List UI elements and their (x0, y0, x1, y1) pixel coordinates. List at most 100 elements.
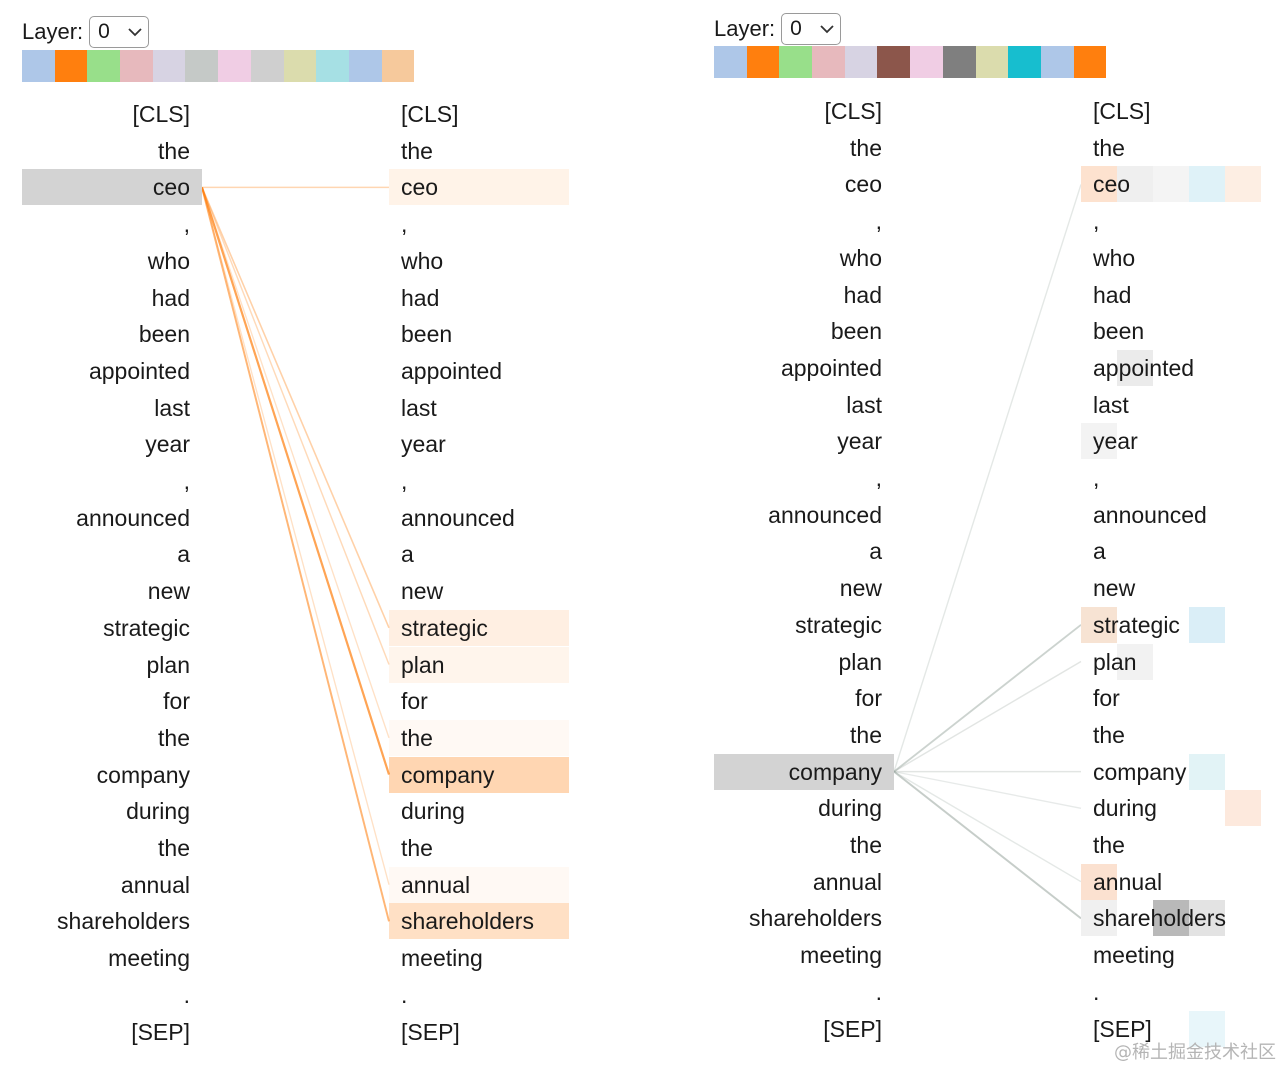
target-token[interactable]: annual (1093, 868, 1163, 895)
target-token[interactable]: shareholders (1093, 905, 1226, 932)
target-token[interactable]: ceo (1093, 171, 1131, 198)
target-token[interactable]: strategic (1093, 611, 1180, 638)
target-token[interactable]: . (1093, 978, 1100, 1005)
target-token[interactable]: announced (401, 504, 515, 531)
head-swatch-9[interactable] (1008, 46, 1041, 78)
target-token[interactable]: meeting (401, 945, 483, 972)
source-token[interactable]: appointed (780, 354, 882, 381)
target-token[interactable]: strategic (401, 614, 488, 641)
target-token[interactable]: [CLS] (401, 101, 459, 127)
source-token[interactable]: been (830, 318, 882, 345)
source-token[interactable]: shareholders (749, 905, 882, 932)
target-token[interactable]: . (401, 981, 408, 1008)
head-swatch-7[interactable] (942, 46, 976, 78)
head-swatch-2[interactable] (779, 46, 813, 78)
target-token[interactable]: annual (401, 871, 471, 898)
source-token[interactable]: strategic (103, 614, 190, 641)
target-token[interactable]: who (1093, 244, 1136, 271)
head-swatch-6[interactable] (910, 46, 943, 78)
source-token[interactable]: a (177, 541, 190, 568)
target-token[interactable]: ceo (401, 174, 439, 201)
source-token[interactable]: meeting (108, 945, 190, 972)
target-token[interactable]: new (401, 578, 444, 605)
source-token[interactable]: for (163, 688, 190, 715)
head-swatch-2[interactable] (87, 50, 121, 82)
target-token[interactable]: appointed (401, 357, 503, 384)
target-token[interactable]: had (1093, 281, 1132, 308)
source-token[interactable]: appointed (88, 357, 190, 384)
head-swatch-4[interactable] (152, 50, 186, 82)
source-token[interactable]: ceo (844, 171, 882, 198)
head-swatch-7[interactable] (250, 50, 284, 82)
target-token[interactable]: , (1093, 465, 1100, 491)
head-swatch-10[interactable] (1040, 46, 1074, 78)
target-token[interactable]: shareholders (401, 908, 534, 935)
target-token[interactable]: plan (1093, 648, 1137, 675)
source-token[interactable]: last (154, 394, 190, 421)
target-token[interactable]: for (401, 688, 428, 715)
target-token[interactable]: last (401, 394, 437, 421)
head-swatch-1[interactable] (746, 46, 780, 78)
target-token[interactable]: , (1093, 208, 1100, 235)
target-token[interactable]: year (1093, 428, 1138, 455)
target-token[interactable]: the (401, 724, 433, 751)
source-token[interactable]: [CLS] (824, 98, 882, 124)
target-token[interactable]: during (401, 798, 465, 825)
target-token[interactable]: a (401, 541, 414, 568)
target-token[interactable]: meeting (1093, 942, 1175, 969)
target-token[interactable]: had (401, 284, 440, 311)
source-token[interactable]: [SEP] (823, 1015, 882, 1042)
source-token[interactable]: annual (812, 868, 882, 895)
target-token[interactable]: company (1093, 758, 1187, 785)
source-token[interactable]: [SEP] (131, 1018, 190, 1045)
source-token[interactable]: plan (146, 651, 190, 678)
source-token[interactable]: year (145, 431, 190, 458)
source-token[interactable]: the (850, 832, 882, 858)
head-swatch-0[interactable] (714, 46, 747, 78)
source-token[interactable]: [CLS] (132, 101, 190, 127)
source-token[interactable]: the (850, 721, 882, 748)
head-swatch-11[interactable] (381, 50, 415, 82)
source-token[interactable]: had (843, 281, 882, 308)
source-token[interactable]: last (846, 391, 882, 418)
source-token[interactable]: meeting (800, 942, 882, 969)
target-token[interactable]: who (401, 247, 444, 274)
target-token[interactable]: a (1093, 538, 1106, 565)
source-token[interactable]: who (839, 244, 882, 271)
source-token[interactable]: strategic (795, 611, 882, 638)
target-token[interactable]: new (1093, 575, 1136, 602)
target-token[interactable]: announced (1093, 501, 1207, 528)
target-token[interactable]: last (1093, 391, 1129, 418)
source-token[interactable]: announced (76, 504, 190, 531)
layer-dropdown[interactable]: 0 (781, 13, 842, 45)
source-token[interactable]: a (869, 538, 882, 565)
head-swatch-3[interactable] (120, 50, 153, 82)
head-swatch-10[interactable] (348, 50, 382, 82)
target-token[interactable]: been (1093, 318, 1145, 345)
source-token[interactable]: announced (768, 501, 882, 528)
source-token[interactable]: . (183, 981, 190, 1008)
source-token[interactable]: ceo (22, 169, 202, 206)
source-token[interactable]: . (875, 978, 882, 1005)
target-token[interactable]: the (401, 835, 433, 861)
target-token[interactable]: year (401, 431, 446, 458)
source-token[interactable]: company (96, 761, 190, 788)
target-token[interactable]: been (401, 321, 453, 348)
source-token[interactable]: , (875, 208, 882, 235)
target-token[interactable]: the (1093, 832, 1125, 858)
head-swatch-6[interactable] (218, 50, 251, 82)
source-token[interactable]: who (147, 247, 190, 274)
target-token[interactable]: company (401, 761, 495, 788)
head-swatch-9[interactable] (316, 50, 349, 82)
target-token[interactable]: [SEP] (401, 1018, 460, 1045)
target-token[interactable]: during (1093, 795, 1157, 822)
target-token[interactable]: appointed (1093, 354, 1195, 381)
source-token[interactable]: the (850, 134, 882, 161)
layer-dropdown[interactable]: 0 (89, 16, 150, 48)
target-token[interactable]: the (401, 137, 433, 164)
source-token[interactable]: been (138, 321, 190, 348)
target-token[interactable]: the (1093, 134, 1125, 161)
source-token[interactable]: the (158, 724, 190, 751)
source-token[interactable]: , (183, 211, 190, 238)
source-token[interactable]: , (183, 468, 190, 494)
